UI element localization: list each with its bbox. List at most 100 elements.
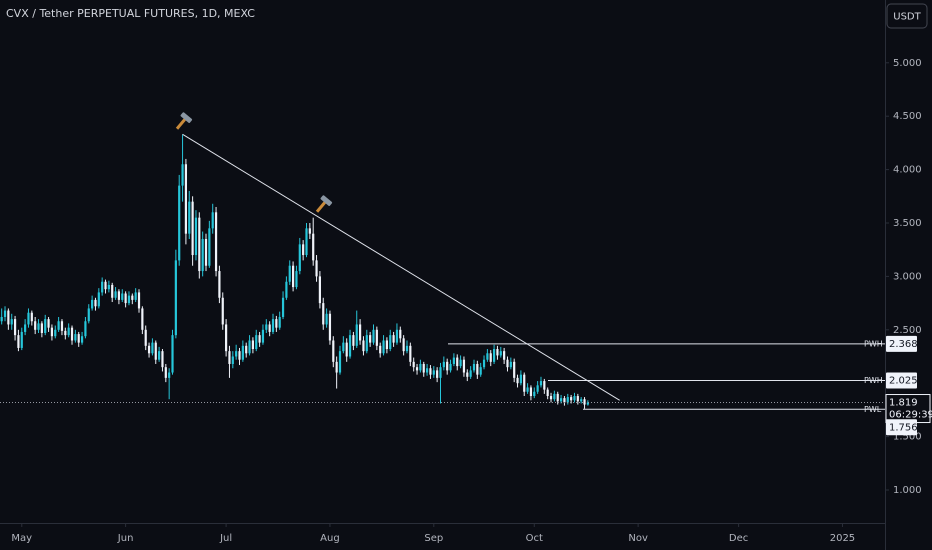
candle-body — [168, 372, 171, 378]
candle-body — [342, 342, 345, 352]
candle-body — [446, 361, 449, 371]
candle-body — [295, 271, 298, 288]
candle-body — [40, 323, 43, 334]
candle-body — [181, 164, 184, 186]
candle-body — [10, 319, 13, 325]
candle-body — [214, 212, 218, 272]
candle-body — [292, 265, 295, 288]
candle-body — [533, 391, 536, 397]
x-tick-label: Jun — [117, 533, 134, 544]
candle-body — [345, 342, 348, 357]
candle-body — [268, 324, 271, 332]
candle-body — [70, 327, 74, 341]
level-name: PWH — [864, 376, 883, 385]
candle-body — [50, 327, 54, 337]
candle-body — [184, 164, 188, 234]
candle-body — [7, 310, 10, 325]
candle-body — [405, 345, 409, 352]
candle-body — [422, 363, 425, 373]
candle-body — [492, 349, 496, 362]
candle-body — [248, 340, 251, 354]
level-price-label: 2.368 — [889, 339, 918, 350]
candle-body — [570, 397, 573, 401]
candle-body — [482, 359, 486, 368]
candle-body — [171, 335, 174, 373]
candle-body — [513, 361, 516, 378]
candle-body — [285, 281, 288, 298]
x-tick-label: Sep — [424, 533, 443, 544]
candle-body — [523, 374, 526, 392]
candle-body — [325, 313, 328, 325]
candle-body — [496, 349, 499, 356]
candle-body — [265, 324, 268, 330]
candle-body — [315, 260, 318, 277]
candle-body — [34, 321, 37, 330]
candle-body — [288, 265, 291, 282]
candle-body — [161, 351, 164, 368]
x-tick-label: May — [11, 533, 32, 544]
candle-body — [486, 353, 489, 360]
y-tick-label: 1.500 — [893, 432, 922, 443]
candle-body — [114, 291, 117, 298]
candle-body — [204, 239, 208, 266]
candle-body — [104, 281, 107, 290]
candle-body — [154, 342, 157, 360]
x-tick-label: Dec — [729, 533, 748, 544]
candle-body — [580, 399, 583, 402]
candle-body — [87, 308, 90, 322]
candle-body — [449, 363, 452, 371]
candle-body — [131, 295, 134, 300]
candle-body — [94, 299, 97, 307]
candle-body — [241, 345, 244, 360]
candle-body — [13, 319, 17, 336]
candle-body — [539, 381, 543, 386]
candle-body — [194, 217, 198, 256]
candle-body — [278, 316, 281, 328]
candle-body — [506, 359, 509, 368]
currency-button[interactable] — [886, 3, 928, 29]
candle-body — [178, 185, 181, 261]
candle-body — [57, 321, 60, 330]
candle-body — [365, 335, 368, 352]
x-tick-label: Oct — [526, 533, 543, 544]
hammer-icon — [315, 195, 333, 213]
candle-body — [147, 345, 151, 354]
x-tick-label: 2025 — [830, 533, 855, 544]
candle-body — [509, 361, 512, 368]
candle-body — [369, 335, 372, 343]
candle-body — [382, 340, 385, 354]
candle-body — [355, 324, 358, 346]
candle-body — [499, 351, 502, 356]
candle-body — [174, 260, 177, 336]
chart-title: CVX / Tether PERPETUAL FUTURES, 1D, MEXC — [6, 7, 255, 20]
candle-body — [583, 399, 586, 405]
candle-body — [24, 324, 27, 332]
candle-body — [298, 244, 301, 272]
level-price-label-box — [886, 372, 917, 389]
candle-body — [412, 361, 415, 368]
level-price-label-box — [886, 419, 917, 436]
candle-body — [479, 367, 482, 375]
currency-label: USDT — [893, 12, 921, 23]
candle-body — [201, 239, 204, 272]
candle-body — [0, 316, 3, 322]
candle-body — [566, 397, 569, 403]
y-tick-label: 5.000 — [893, 58, 922, 69]
candle-body — [358, 324, 362, 341]
candle-body — [409, 345, 412, 362]
candle-body — [332, 340, 335, 362]
candle-body — [67, 327, 70, 336]
candle-body — [188, 201, 191, 234]
candle-body — [402, 338, 405, 352]
candle-body — [352, 335, 355, 346]
candle-body — [546, 389, 549, 397]
candle-body — [308, 228, 311, 234]
candle-body — [516, 377, 519, 384]
candle-body — [385, 340, 388, 350]
hammer-icon — [175, 112, 193, 130]
candle-body — [476, 363, 479, 375]
candle-body — [208, 228, 211, 266]
x-tick-label: Nov — [628, 533, 648, 544]
